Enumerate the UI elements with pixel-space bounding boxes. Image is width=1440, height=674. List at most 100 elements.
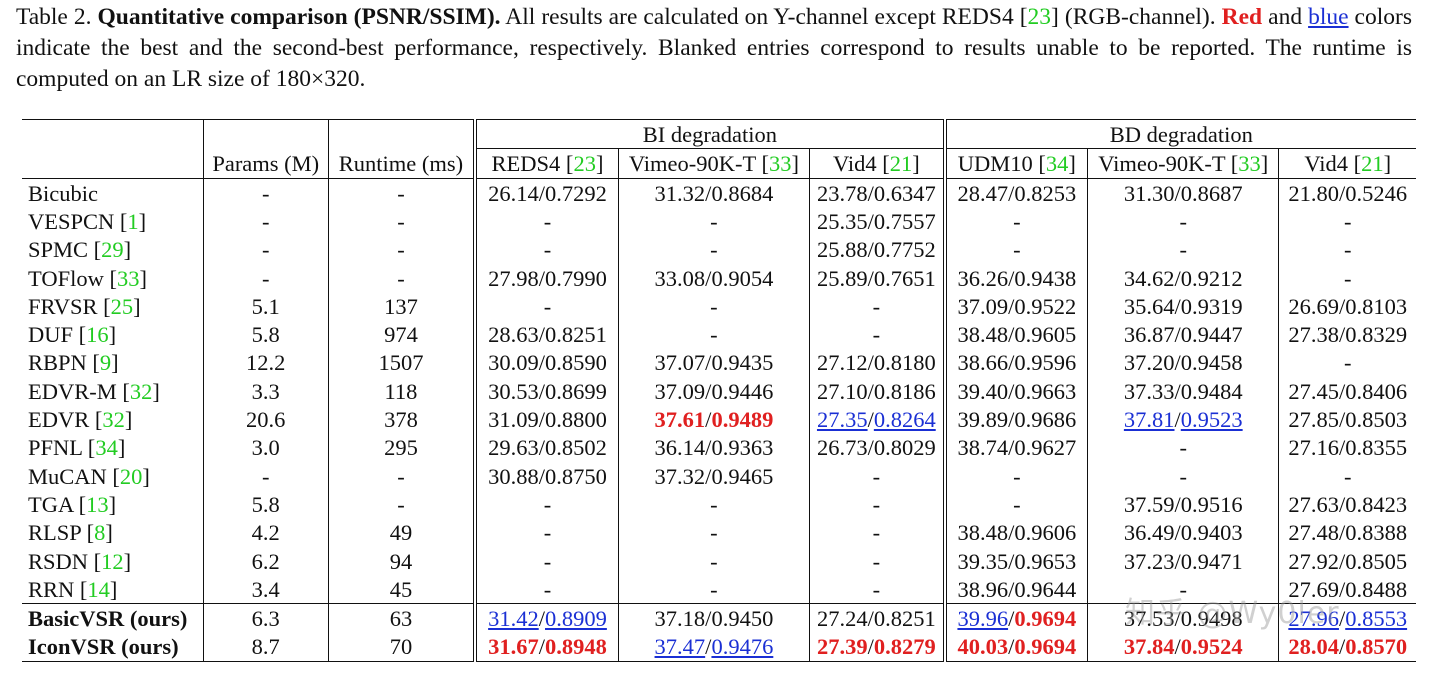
runtime-value: - — [328, 179, 475, 208]
psnr-value: 38.74 — [957, 435, 1008, 460]
ssim-value: 0.8253 — [1014, 181, 1076, 206]
psnr-value: - — [1013, 464, 1021, 489]
psnr-ssim-cell: 37.61/0.9489 — [618, 405, 809, 433]
ssim-value: 0.9363 — [711, 435, 773, 460]
ssim-value: 0.8503 — [1345, 407, 1407, 432]
psnr-value: 39.40 — [957, 379, 1008, 404]
psnr-value: 37.09 — [655, 379, 706, 404]
ssim-value: 0.9458 — [1181, 350, 1243, 375]
ssim-value: 0.8750 — [545, 464, 607, 489]
method-ref-link[interactable]: 13 — [86, 492, 109, 517]
bd-degradation-header: BD degradation — [945, 120, 1416, 149]
psnr-ssim-cell: 36.49/0.9403 — [1088, 519, 1279, 547]
method-ref-link[interactable]: 33 — [117, 266, 140, 291]
psnr-value: 27.12 — [817, 350, 868, 375]
psnr-ssim-cell: 39.40/0.9663 — [945, 377, 1088, 405]
psnr-ssim-cell: 27.10/0.8186 — [810, 377, 945, 405]
method-name: RRN [14] — [22, 575, 203, 604]
runtime-header: Runtime (ms) — [328, 149, 475, 179]
psnr-ssim-cell: - — [618, 236, 809, 264]
psnr-value: 25.88 — [817, 237, 868, 262]
method-ref-link[interactable]: 9 — [100, 350, 111, 375]
psnr-ssim-cell: - — [618, 320, 809, 348]
vid4-bi-ref-link[interactable]: 21 — [890, 151, 913, 176]
psnr-ssim-cell: 38.66/0.9596 — [945, 349, 1088, 377]
method-ref-link[interactable]: 32 — [130, 379, 153, 404]
vimeo-bd-header: Vimeo-90K-T [33] — [1088, 149, 1279, 179]
ssim-value: 0.9663 — [1014, 379, 1076, 404]
method-ref-link[interactable]: 8 — [94, 520, 105, 545]
reds4-header: REDS4 [23] — [475, 149, 618, 179]
caption-red-word: Red — [1222, 4, 1262, 30]
params-value: 3.0 — [203, 434, 328, 462]
psnr-value: - — [710, 520, 718, 545]
psnr-value: 27.39 — [817, 634, 868, 659]
ssim-value: 0.8264 — [874, 407, 936, 432]
table-row: DUF [16] 5.8 974 28.63/0.8251- -38.48/0.9605… — [22, 320, 1416, 348]
psnr-ssim-cell: 21.80/0.5246 — [1279, 179, 1416, 208]
vimeo-bd-ref-link[interactable]: 33 — [1238, 151, 1261, 176]
ssim-value: 0.7292 — [545, 181, 607, 206]
ssim-value: 0.8502 — [545, 435, 607, 460]
method-ref-link[interactable]: 34 — [95, 435, 118, 460]
runtime-value: 378 — [328, 405, 475, 433]
ssim-value: 0.8329 — [1345, 322, 1407, 347]
ssim-value: 0.9605 — [1014, 322, 1076, 347]
method-ref-link[interactable]: 16 — [86, 322, 109, 347]
ssim-value: 0.9471 — [1181, 549, 1243, 574]
method-name: FRVSR [25] — [22, 292, 203, 320]
method-ref-link[interactable]: 14 — [87, 577, 110, 602]
psnr-value: 27.45 — [1288, 379, 1339, 404]
method-ref-link[interactable]: 32 — [102, 407, 125, 432]
psnr-value: - — [1013, 209, 1021, 234]
psnr-ssim-cell: 38.48/0.9606 — [945, 519, 1088, 547]
ssim-value: 0.9522 — [1014, 294, 1076, 319]
psnr-ssim-cell: - — [475, 207, 618, 235]
table-row: IconVSR (ours) 8.7 70 31.67/0.8948 37.47/0.9… — [22, 633, 1416, 662]
vimeo-bi-ref-link[interactable]: 33 — [769, 151, 792, 176]
psnr-value: 37.32 — [655, 464, 706, 489]
psnr-value: - — [544, 209, 552, 234]
method-ref-link[interactable]: 29 — [101, 237, 124, 262]
udm10-ref-link[interactable]: 34 — [1046, 151, 1069, 176]
method-ref-link[interactable]: 1 — [127, 209, 138, 234]
ssim-value: 0.9627 — [1014, 435, 1076, 460]
params-value: 8.7 — [203, 633, 328, 662]
udm10-header: UDM10 [34] — [945, 149, 1088, 179]
params-value: 6.3 — [203, 604, 328, 633]
method-name: TGA [13] — [22, 490, 203, 518]
runtime-value: - — [328, 490, 475, 518]
method-name: TOFlow [33] — [22, 264, 203, 292]
method-ref-link[interactable]: 25 — [111, 294, 134, 319]
psnr-value: 28.47 — [957, 181, 1008, 206]
psnr-ssim-cell: - — [1088, 434, 1279, 462]
psnr-value: 37.20 — [1124, 350, 1175, 375]
ssim-value: 0.7752 — [874, 237, 936, 262]
params-value: - — [203, 462, 328, 490]
psnr-ssim-cell: 37.09/0.9522 — [945, 292, 1088, 320]
runtime-value: 45 — [328, 575, 475, 604]
ssim-value: 0.8687 — [1181, 181, 1243, 206]
psnr-ssim-cell: - — [475, 490, 618, 518]
psnr-value: - — [873, 322, 881, 347]
caption-blue-word: blue — [1308, 4, 1348, 30]
psnr-value: - — [710, 322, 718, 347]
caption-ref-link[interactable]: 23 — [1028, 4, 1052, 30]
psnr-value: - — [710, 549, 718, 574]
psnr-value: 34.62 — [1124, 266, 1175, 291]
method-ref-link[interactable]: 12 — [101, 549, 124, 574]
ssim-value: 0.8180 — [874, 350, 936, 375]
vid4-bi-header: Vid4 [21] — [810, 149, 945, 179]
vid4-bd-ref-link[interactable]: 21 — [1361, 151, 1384, 176]
params-value: 20.6 — [203, 405, 328, 433]
psnr-value: - — [544, 294, 552, 319]
runtime-value: 94 — [328, 547, 475, 575]
psnr-ssim-cell: 38.96/0.9644 — [945, 575, 1088, 604]
method-ref-link[interactable]: 20 — [120, 464, 143, 489]
bi-degradation-header: BI degradation — [475, 120, 944, 149]
psnr-ssim-cell: 27.39/0.8279 — [810, 633, 945, 662]
psnr-ssim-cell: - — [475, 292, 618, 320]
ssim-value: 0.8423 — [1345, 492, 1407, 517]
reds4-ref-link[interactable]: 23 — [573, 151, 596, 176]
psnr-ssim-cell: 37.32/0.9465 — [618, 462, 809, 490]
